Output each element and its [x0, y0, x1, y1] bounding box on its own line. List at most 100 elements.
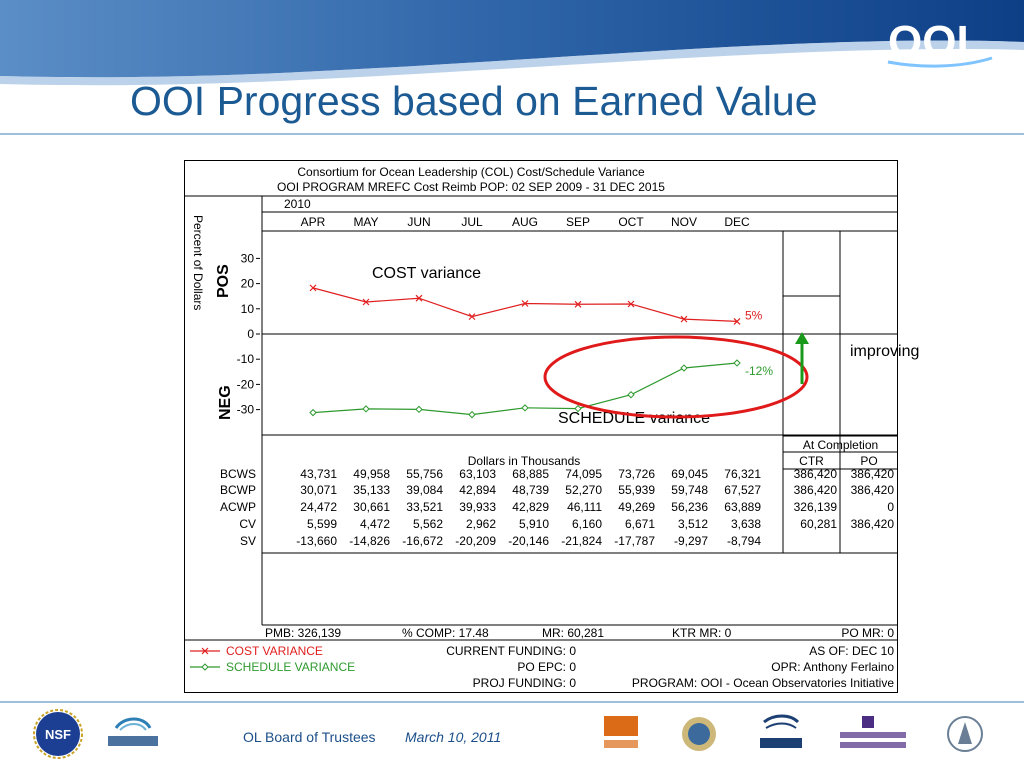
table-cell: 2,962	[466, 517, 496, 531]
year-label: 2010	[284, 197, 311, 211]
cost-point	[521, 300, 529, 307]
y-axis-label: Percent of Dollars	[191, 215, 205, 310]
table-cell: 6,160	[572, 517, 602, 531]
legend-cost-label: COST VARIANCE	[226, 644, 323, 658]
summary-mr: MR: 60,281	[542, 626, 604, 640]
y-tick-label: 20	[241, 277, 255, 291]
summary-comp: % COMP: 17.48	[402, 626, 489, 640]
y-tick-label: 30	[241, 251, 255, 265]
y-tick-label: -10	[237, 352, 255, 366]
table-po-cell: 386,420	[851, 517, 895, 531]
table-cell: 73,726	[618, 467, 655, 481]
schedule-point	[468, 410, 476, 419]
as-of: AS OF: DEC 10	[809, 644, 894, 658]
table-cell: 3,638	[731, 517, 761, 531]
improving-annotation: improving	[850, 343, 920, 360]
table-cell: 5,910	[519, 517, 549, 531]
table-cell: -16,672	[402, 534, 443, 548]
table-cell: 39,933	[459, 500, 496, 514]
table-cell: 48,739	[512, 483, 549, 497]
cost-variance-annotation: COST variance	[372, 265, 482, 282]
table-row-label: ACWP	[220, 500, 256, 514]
table-cell: 5,562	[413, 517, 443, 531]
footer-date: March 10, 2011	[405, 729, 502, 745]
ooi-logo-text: OOI	[888, 17, 969, 66]
table-row-label: SV	[240, 534, 256, 548]
seal-logo-2	[947, 716, 983, 752]
legend-schedule-marker	[201, 663, 209, 671]
month-label: JUN	[407, 215, 430, 229]
nsf-logo: NSF	[33, 709, 83, 759]
table-cell: 63,103	[459, 467, 496, 481]
summary-po-mr: PO MR: 0	[841, 626, 894, 640]
program: PROGRAM: OOI - Ocean Observatories Initi…	[632, 676, 894, 690]
footer-text: OL Board of Trustees	[243, 729, 376, 745]
ocean-leadership-logo	[108, 717, 158, 746]
cost-point	[362, 298, 370, 306]
table-ctr-cell: 386,420	[794, 483, 838, 497]
up-arrow-icon	[795, 332, 809, 384]
table-row-label: CV	[239, 517, 256, 531]
svg-text:NSF: NSF	[45, 727, 71, 742]
month-label: OCT	[618, 215, 644, 229]
y-tick-label: 10	[241, 302, 255, 316]
table-cell: 42,829	[512, 500, 549, 514]
table-cell: -17,787	[614, 534, 655, 548]
cost-point	[468, 313, 476, 321]
legend-schedule-label: SCHEDULE VARIANCE	[226, 660, 355, 674]
month-label: DEC	[724, 215, 750, 229]
po-epc: PO EPC: 0	[517, 660, 576, 674]
current-funding: CURRENT FUNDING: 0	[446, 644, 576, 658]
ctr-header: CTR	[799, 454, 824, 468]
y-tick-label: 0	[247, 327, 254, 341]
month-label: AUG	[512, 215, 538, 229]
table-po-cell: 386,420	[851, 483, 895, 497]
table-cell: -9,297	[674, 534, 708, 548]
table-row-label: BCWS	[220, 467, 256, 481]
table-cell: 5,599	[307, 517, 337, 531]
variance-chart: Consortium for Ocean Leadership (COL) Co…	[184, 160, 898, 693]
table-cell: 68,885	[512, 467, 549, 481]
table-po-cell: 386,420	[851, 467, 895, 481]
month-label: JUL	[461, 215, 483, 229]
table-po-cell: 0	[887, 500, 894, 514]
y-tick-label: -20	[237, 377, 255, 391]
table-cell: 30,071	[300, 483, 337, 497]
month-label: MAY	[353, 215, 378, 229]
table-cell: 39,084	[406, 483, 443, 497]
table-cell: 55,756	[406, 467, 443, 481]
schedule-point	[680, 364, 688, 372]
chart-title: Consortium for Ocean Leadership (COL) Co…	[297, 165, 645, 179]
table-cell: -13,660	[296, 534, 337, 548]
table-cell: 59,748	[671, 483, 708, 497]
table-ctr-cell: 326,139	[794, 500, 838, 514]
cost-point	[733, 317, 741, 325]
table-cell: -8,794	[727, 534, 761, 548]
schedule-variance-annotation: SCHEDULE variance	[558, 410, 711, 427]
seal-logo	[682, 717, 716, 751]
slide-title: OOI Progress based on Earned Value	[130, 78, 818, 124]
table-cell: 74,095	[565, 467, 602, 481]
schedule-point	[627, 391, 635, 399]
table-cell: 33,521	[406, 500, 443, 514]
table-cell: 24,472	[300, 500, 337, 514]
schedule-point	[733, 359, 741, 367]
table-caption: Dollars in Thousands	[468, 454, 581, 468]
table-cell: 49,269	[618, 500, 655, 514]
summary-ktr-mr: KTR MR: 0	[672, 626, 732, 640]
table-cell: 43,731	[300, 467, 337, 481]
proj-funding: PROJ FUNDING: 0	[473, 676, 577, 690]
cost-point	[680, 315, 688, 323]
table-cell: 4,472	[360, 517, 390, 531]
footer-band: NSF	[0, 701, 1024, 759]
chart-subtitle: OOI PROGRAM MREFC Cost Reimb POP: 02 SEP…	[277, 180, 665, 194]
table-cell: -14,826	[349, 534, 390, 548]
cost-point	[309, 284, 317, 292]
table-cell: 69,045	[671, 467, 708, 481]
cost-point	[627, 300, 635, 308]
table-cell: 67,527	[724, 483, 761, 497]
table-cell: 56,236	[671, 500, 708, 514]
schedule-point	[415, 405, 423, 414]
table-row-label: BCWP	[220, 483, 256, 497]
